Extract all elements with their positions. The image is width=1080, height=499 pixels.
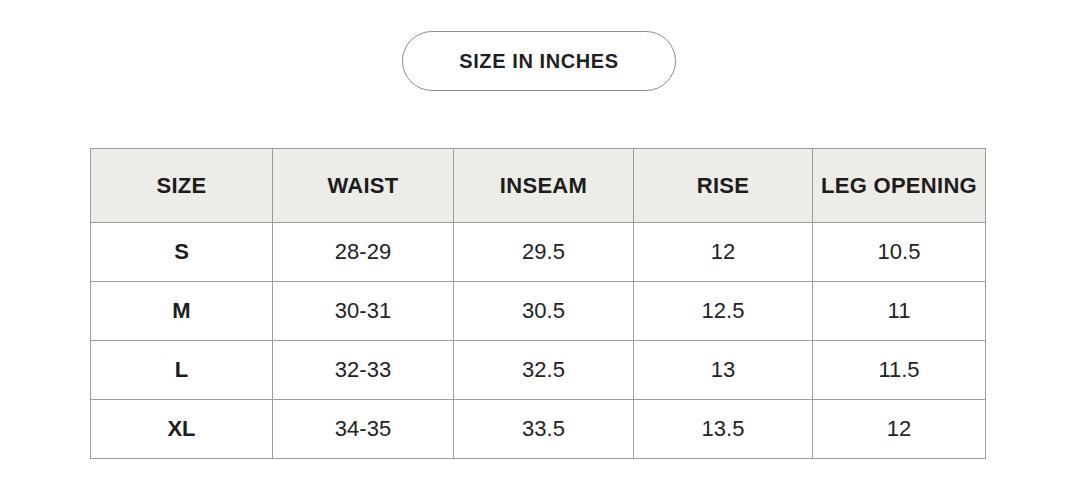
header-cell-size: SIZE: [91, 149, 273, 223]
size-cell: XL: [91, 400, 273, 459]
size-cell: M: [91, 282, 273, 341]
size-cell: S: [91, 223, 273, 282]
size-chart-table: SIZE WAIST INSEAM RISE LEG OPENING S 28-…: [90, 148, 986, 459]
waist-cell: 28-29: [273, 223, 454, 282]
size-unit-badge[interactable]: SIZE IN INCHES: [402, 31, 676, 91]
table-row-s: S 28-29 29.5 12 10.5: [91, 223, 986, 282]
header-cell-inseam: INSEAM: [454, 149, 634, 223]
inseam-cell: 30.5: [454, 282, 634, 341]
header-cell-rise: RISE: [634, 149, 813, 223]
inseam-cell: 33.5: [454, 400, 634, 459]
size-chart-page: SIZE IN INCHES SIZE WAIST INSEAM RISE LE…: [0, 0, 1080, 499]
leg-opening-cell: 11: [813, 282, 986, 341]
leg-opening-cell: 11.5: [813, 341, 986, 400]
leg-opening-cell: 12: [813, 400, 986, 459]
leg-opening-cell: 10.5: [813, 223, 986, 282]
inseam-cell: 29.5: [454, 223, 634, 282]
table-header-row: SIZE WAIST INSEAM RISE LEG OPENING: [91, 149, 986, 223]
waist-cell: 32-33: [273, 341, 454, 400]
table-row-xl: XL 34-35 33.5 13.5 12: [91, 400, 986, 459]
table-row-l: L 32-33 32.5 13 11.5: [91, 341, 986, 400]
rise-cell: 12: [634, 223, 813, 282]
header-cell-leg-opening: LEG OPENING: [813, 149, 986, 223]
inseam-cell: 32.5: [454, 341, 634, 400]
rise-cell: 13: [634, 341, 813, 400]
table-row-m: M 30-31 30.5 12.5 11: [91, 282, 986, 341]
rise-cell: 13.5: [634, 400, 813, 459]
rise-cell: 12.5: [634, 282, 813, 341]
size-cell: L: [91, 341, 273, 400]
header-cell-waist: WAIST: [273, 149, 454, 223]
waist-cell: 34-35: [273, 400, 454, 459]
waist-cell: 30-31: [273, 282, 454, 341]
